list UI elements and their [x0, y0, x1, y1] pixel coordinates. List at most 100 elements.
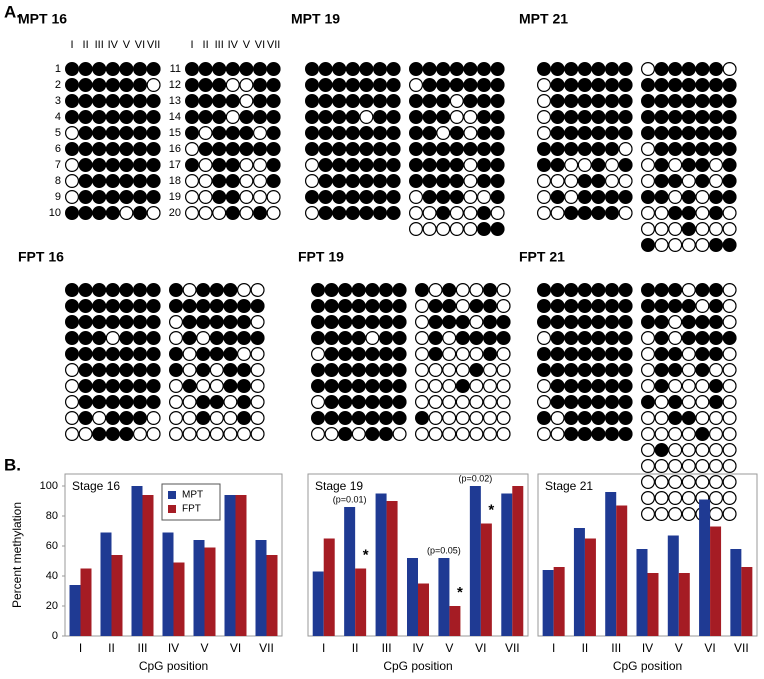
cpg-site	[483, 299, 498, 314]
cpg-site	[536, 427, 551, 442]
cpg-site	[428, 315, 443, 330]
cpg-site	[708, 379, 723, 394]
cpg-site	[708, 331, 723, 346]
cpg-site	[392, 411, 407, 426]
x-tick-label: IV	[412, 641, 423, 655]
cpg-site	[449, 93, 464, 108]
cpg-site	[133, 190, 148, 205]
cpg-site	[490, 158, 505, 173]
cpg-site	[119, 331, 134, 346]
cpg-site	[591, 331, 606, 346]
cpg-site	[64, 61, 79, 76]
cpg-site	[550, 379, 565, 394]
cpg-site	[618, 93, 633, 108]
cpg-site	[708, 142, 723, 157]
cpg-site	[668, 315, 683, 330]
column-label: II	[203, 39, 209, 51]
cpg-site	[133, 363, 148, 378]
column-label: I	[70, 39, 73, 51]
cpg-site	[483, 427, 498, 442]
x-tick-label: II	[582, 641, 589, 655]
cpg-site	[604, 77, 619, 92]
cpg-site	[604, 206, 619, 221]
cpg-site	[455, 315, 470, 330]
cpg-site	[463, 109, 478, 124]
cpg-site	[668, 475, 683, 490]
cpg-site	[490, 190, 505, 205]
cpg-site	[428, 363, 443, 378]
cpg-site	[428, 347, 443, 362]
cpg-site	[146, 331, 161, 346]
cpg-site	[640, 507, 655, 522]
x-tick-label: VI	[230, 641, 241, 655]
cpg-site	[591, 61, 606, 76]
cpg-site	[133, 158, 148, 173]
cpg-site	[536, 283, 551, 298]
cpg-site	[92, 190, 107, 205]
cpg-site	[250, 395, 265, 410]
cpg-site	[463, 174, 478, 189]
cpg-site	[409, 61, 424, 76]
cpg-site	[668, 125, 683, 140]
cpg-site	[577, 427, 592, 442]
y-tick-label: 0	[52, 630, 58, 642]
bar	[636, 549, 648, 636]
cpg-site	[373, 158, 388, 173]
cpg-site	[64, 283, 79, 298]
cpg-site	[373, 77, 388, 92]
cpg-site	[536, 158, 551, 173]
row-label: 4	[55, 111, 61, 123]
cpg-site	[78, 363, 93, 378]
cpg-site	[536, 395, 551, 410]
cpg-site	[640, 331, 655, 346]
cpg-site	[564, 411, 579, 426]
cpg-site	[345, 109, 360, 124]
cpg-site	[681, 427, 696, 442]
x-tick-label: IV	[168, 641, 179, 655]
cpg-site	[722, 459, 737, 474]
cpg-site	[78, 283, 93, 298]
cpg-site	[379, 395, 394, 410]
cpg-site	[212, 109, 227, 124]
cpg-site	[133, 77, 148, 92]
cpg-site	[338, 299, 353, 314]
cpg-site	[185, 61, 200, 76]
cpg-site	[105, 190, 120, 205]
cpg-site	[681, 331, 696, 346]
cpg-site	[536, 315, 551, 330]
bar	[312, 571, 324, 636]
cpg-site	[477, 190, 492, 205]
cpg-site	[332, 125, 347, 140]
cpg-site	[311, 331, 326, 346]
cpg-site	[695, 61, 710, 76]
bar	[542, 570, 554, 636]
cpg-site	[422, 222, 437, 237]
cpg-site	[708, 347, 723, 362]
cpg-site	[92, 93, 107, 108]
cpg-site	[668, 109, 683, 124]
cpg-site	[359, 190, 374, 205]
row-label: 5	[55, 127, 61, 139]
cpg-site	[577, 331, 592, 346]
cpg-site	[78, 347, 93, 362]
cpg-site	[463, 77, 478, 92]
cpg-site	[185, 142, 200, 157]
cpg-site	[591, 125, 606, 140]
cpg-site	[332, 174, 347, 189]
cpg-site	[708, 283, 723, 298]
cpg-site	[442, 427, 457, 442]
bar	[224, 495, 236, 636]
cpg-site	[536, 174, 551, 189]
cpg-site	[266, 125, 281, 140]
cpg-site	[681, 142, 696, 157]
cpg-site	[311, 395, 326, 410]
cpg-site	[305, 190, 320, 205]
cpg-site	[536, 142, 551, 157]
cpg-site	[133, 411, 148, 426]
cpg-site	[536, 109, 551, 124]
cpg-site	[654, 109, 669, 124]
bar	[501, 493, 513, 636]
cpg-site	[266, 142, 281, 157]
bar	[418, 583, 429, 636]
